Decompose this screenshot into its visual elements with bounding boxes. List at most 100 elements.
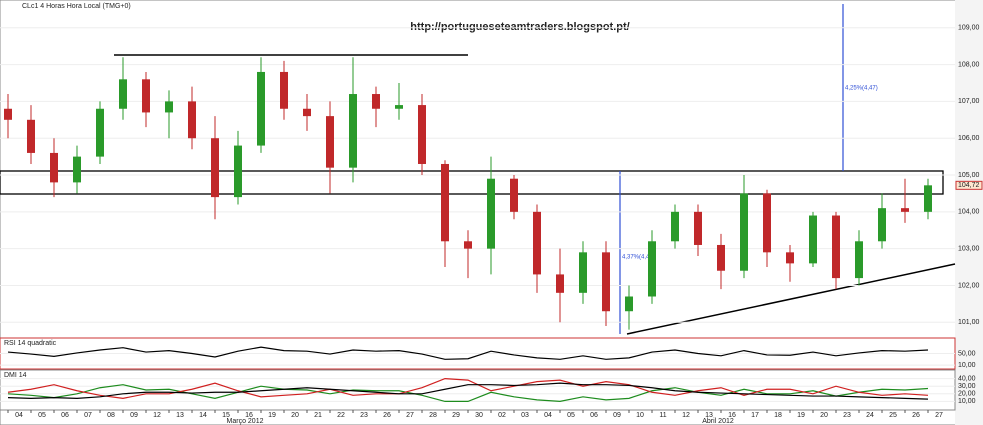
x-tick-label: 19: [268, 412, 276, 419]
dmi-title: DMI 14: [4, 372, 27, 379]
x-tick-label: 09: [613, 412, 621, 419]
candle-body: [625, 296, 633, 312]
y-tick-label: 106,00: [958, 135, 980, 142]
candle-body: [579, 252, 587, 293]
x-tick-label: 05: [567, 412, 575, 419]
x-tick-label: 22: [337, 412, 345, 419]
candle-body: [257, 71, 265, 146]
rsi-title: RSI 14 quadratic: [4, 340, 57, 347]
dmi-line: [7, 377, 929, 399]
annotation: 4,37%(4,40): [622, 255, 655, 261]
y-tick-label: 30,00: [958, 383, 976, 390]
candle-body: [326, 116, 334, 168]
x-tick-label: 20: [820, 412, 828, 419]
candle-body: [556, 274, 564, 293]
x-tick-label: 07: [84, 412, 92, 419]
candle-body: [418, 105, 426, 164]
y-tick-label: 102,00: [958, 282, 980, 289]
y-tick-label: 10,00: [958, 398, 976, 405]
candle-body: [211, 138, 219, 198]
candle-body: [924, 185, 932, 212]
candle-body: [50, 152, 58, 183]
y-tick-label: 20,00: [958, 391, 976, 398]
candle-body: [786, 252, 794, 264]
candle-body: [119, 79, 127, 109]
x-tick-label: 13: [176, 412, 184, 419]
candle-body: [188, 101, 196, 139]
x-tick-label: 03: [521, 412, 529, 419]
x-tick-label: 20: [291, 412, 299, 419]
x-tick-label: 23: [843, 412, 851, 419]
candle-body: [395, 105, 403, 109]
candle-body: [648, 241, 656, 297]
url: http://portugueseteamtraders.blogspot.pt…: [410, 21, 629, 33]
x-tick-label: 28: [429, 412, 437, 419]
candle-body: [372, 94, 380, 109]
y-tick-label: 109,00: [958, 25, 980, 32]
candle-body: [809, 215, 817, 264]
y-tick-label: 105,00: [958, 172, 980, 179]
x-tick-label: 12: [153, 412, 161, 419]
x-tick-label: 18: [774, 412, 782, 419]
x-tick-label: 24: [866, 412, 874, 419]
rsi-line: [7, 346, 929, 360]
candle-body: [96, 108, 104, 157]
annotation: 4,25%(4,47): [845, 86, 878, 92]
x-tick-label: 11: [659, 412, 666, 419]
candle-body: [73, 156, 81, 183]
x-tick-label: 25: [889, 412, 897, 419]
x-tick-label: 29: [452, 412, 460, 419]
candle-body: [234, 145, 242, 198]
y-tick-label: 40,00: [958, 375, 976, 382]
x-tick-label: 02: [498, 412, 506, 419]
x-tick-label: 23: [360, 412, 368, 419]
candle-body: [878, 208, 886, 242]
x-tick-label: 08: [107, 412, 115, 419]
x-tick-label: 26: [383, 412, 391, 419]
x-tick-label: 04: [15, 412, 23, 419]
y-tick-label: 10,00: [958, 362, 976, 369]
x-tick-label: 19: [797, 412, 805, 419]
x-tick-label: 14: [199, 412, 207, 419]
x-tick-label: 13: [705, 412, 713, 419]
x-tick-label: 06: [61, 412, 69, 419]
candle-body: [602, 252, 610, 312]
candle-body: [671, 211, 679, 242]
dmi-panel: [0, 369, 956, 411]
last-price-label: 104,72: [958, 182, 980, 189]
y-tick-label: 107,00: [958, 98, 980, 105]
x-tick-label: 06: [590, 412, 598, 419]
range-box: [0, 170, 944, 195]
candle-body: [832, 215, 840, 279]
candle-body: [855, 241, 863, 279]
axis-bg: [955, 0, 983, 425]
month-label: Março 2012: [227, 418, 264, 425]
x-tick-label: 27: [406, 412, 414, 419]
candle-body: [740, 193, 748, 271]
y-tick-label: 103,00: [958, 245, 980, 252]
x-tick-label: 12: [682, 412, 690, 419]
candle-body: [349, 94, 357, 168]
candle-body: [464, 241, 472, 249]
candle-body: [901, 208, 909, 212]
candle-body: [763, 193, 771, 253]
candle-body: [142, 79, 150, 113]
candle-body: [165, 101, 173, 113]
x-tick-label: 30: [475, 412, 483, 419]
y-tick-label: 108,00: [958, 61, 980, 68]
candle-body: [533, 211, 541, 275]
panel-title: CLc1 4 Horas Hora Local (TMG+0): [22, 3, 131, 10]
last-price-box: [955, 180, 983, 190]
candle-body: [4, 108, 12, 120]
y-tick-label: 104,00: [958, 209, 980, 216]
x-tick-label: 16: [728, 412, 736, 419]
x-tick-label: 21: [314, 412, 322, 419]
x-tick-label: 26: [912, 412, 920, 419]
x-tick-label: 15: [222, 412, 230, 419]
x-tick-label: 16: [245, 412, 253, 419]
x-tick-label: 17: [751, 412, 759, 419]
candle-body: [694, 211, 702, 245]
y-tick-label: 101,00: [958, 319, 980, 326]
candle-body: [717, 244, 725, 271]
dmi-line: [7, 382, 929, 400]
